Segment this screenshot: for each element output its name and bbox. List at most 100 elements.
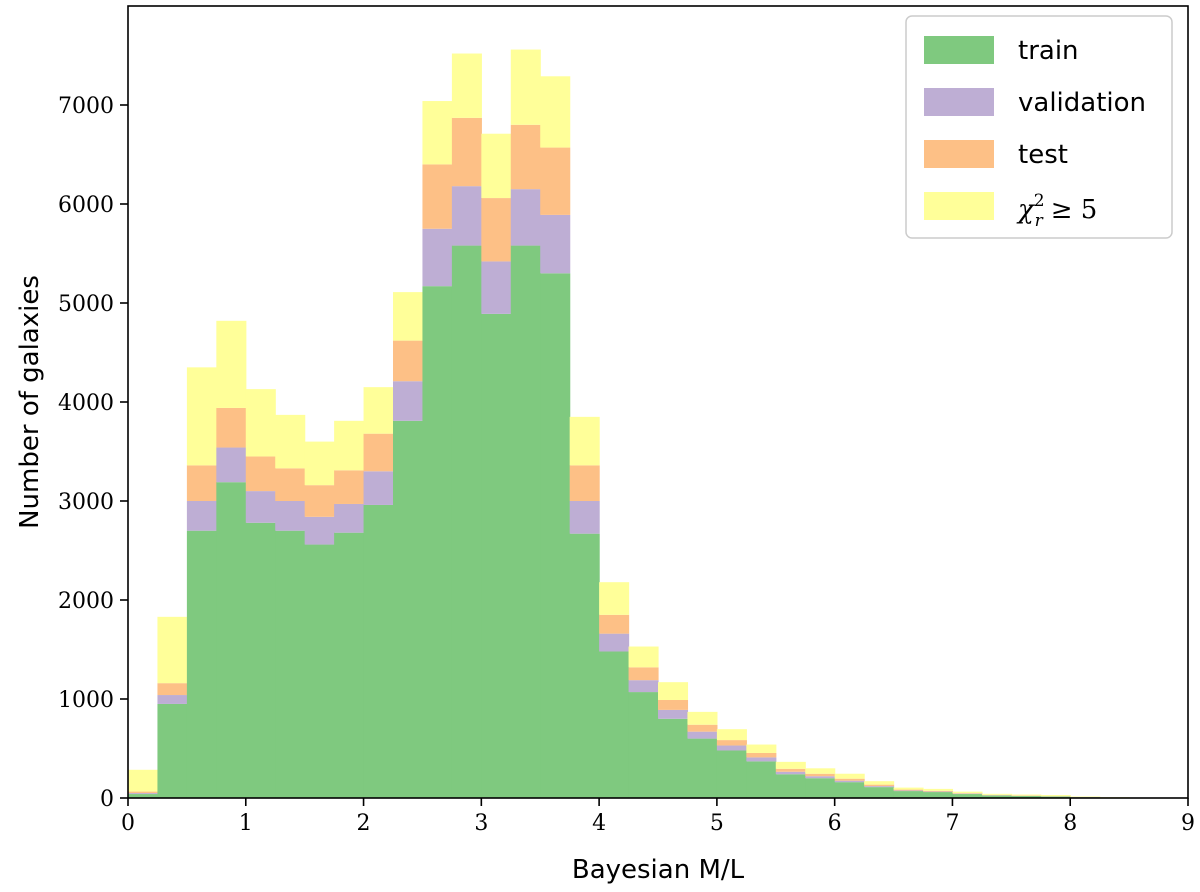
bar-chi2-bin-2: [186, 367, 217, 466]
y-tick-label: 2000: [58, 589, 114, 614]
x-tick-label: 1: [239, 811, 253, 836]
bar-test-bin-21: [746, 752, 777, 758]
bar-validation-bin-17: [628, 680, 659, 693]
bar-train-bin-11: [451, 245, 482, 798]
bar-chi2-bin-1: [157, 616, 188, 684]
bar-train-bin-20: [716, 750, 747, 798]
bar-chi2-bin-12: [481, 133, 512, 199]
bar-train-bin-24: [834, 782, 865, 798]
bar-train-bin-18: [658, 718, 689, 798]
legend-label: χ2 r ≥ 5: [1016, 191, 1097, 231]
x-tick-label: 2: [357, 811, 371, 836]
bar-validation-bin-14: [540, 214, 571, 274]
bar-test-bin-13: [510, 124, 541, 190]
bar-chi2-bin-5: [275, 414, 306, 469]
bar-train-bin-5: [275, 530, 306, 798]
x-tick-label: 5: [710, 811, 724, 836]
bar-train-bin-0: [128, 794, 159, 798]
legend-swatch: [924, 140, 994, 168]
bar-chi2-bin-22: [775, 761, 806, 769]
legend-swatch: [924, 36, 994, 64]
bar-test-bin-8: [363, 433, 394, 472]
bar-validation-bin-8: [363, 471, 394, 505]
x-tick-label: 9: [1181, 811, 1195, 836]
bar-validation-bin-10: [422, 228, 453, 287]
bar-chi2-bin-17: [628, 646, 659, 668]
bar-validation-bin-2: [186, 501, 217, 531]
bar-train-bin-10: [422, 286, 453, 798]
x-tick-label: 3: [474, 811, 488, 836]
bar-validation-bin-0: [128, 793, 159, 795]
legend-label: test: [1018, 140, 1068, 170]
x-tick-label: 4: [592, 811, 606, 836]
bar-validation-bin-20: [716, 745, 747, 751]
legend-label: validation: [1018, 88, 1146, 118]
bar-chi2-bin-29: [981, 793, 1012, 795]
bar-train-bin-30: [1011, 796, 1042, 798]
bar-train-bin-7: [334, 532, 365, 798]
bar-test-bin-26: [893, 789, 924, 791]
bar-chi2-bin-14: [540, 76, 571, 148]
y-axis-label: Number of galaxies: [15, 275, 45, 529]
bar-train-bin-13: [510, 245, 541, 798]
bar-train-bin-21: [746, 761, 777, 798]
bar-validation-bin-16: [599, 633, 630, 652]
histogram-bars: [128, 49, 1189, 798]
y-tick-label: 0: [100, 787, 114, 812]
bar-chi2-bin-23: [805, 768, 836, 774]
bar-chi2-bin-11: [451, 53, 482, 118]
x-axis-label: Bayesian M/L: [572, 855, 745, 885]
bar-validation-bin-1: [157, 695, 188, 704]
bar-train-bin-8: [363, 504, 394, 798]
bar-train-bin-28: [952, 794, 983, 798]
bar-validation-bin-25: [864, 786, 895, 788]
bar-chi2-bin-15: [569, 416, 600, 466]
bar-validation-bin-18: [658, 709, 689, 719]
bar-train-bin-12: [481, 313, 512, 798]
bar-train-bin-3: [216, 482, 247, 798]
bar-validation-bin-19: [687, 731, 718, 739]
bar-validation-bin-12: [481, 261, 512, 314]
bar-validation-bin-22: [775, 771, 806, 775]
x-tick-label: 6: [828, 811, 842, 836]
bar-chi2-bin-26: [893, 787, 924, 790]
bar-test-bin-27: [923, 790, 954, 792]
bar-test-bin-25: [864, 784, 895, 787]
bar-validation-bin-26: [893, 790, 924, 792]
bar-chi2-bin-7: [334, 420, 365, 471]
bar-train-bin-15: [569, 533, 600, 798]
bar-train-bin-26: [893, 791, 924, 798]
bar-train-bin-19: [687, 738, 718, 798]
bar-chi2-bin-31: [1040, 795, 1071, 797]
y-tick-label: 7000: [58, 94, 114, 119]
bar-test-bin-22: [775, 768, 806, 772]
y-tick-label: 6000: [58, 193, 114, 218]
bar-train-bin-6: [304, 544, 335, 798]
bar-test-bin-15: [569, 465, 600, 501]
bar-validation-bin-6: [304, 516, 335, 545]
bar-chi2-bin-21: [746, 744, 777, 753]
bar-test-bin-16: [599, 614, 630, 634]
legend-swatch: [924, 192, 994, 220]
bar-validation-bin-4: [245, 491, 276, 523]
bar-test-bin-4: [245, 456, 276, 492]
bar-chi2-bin-30: [1011, 794, 1042, 796]
bar-test-bin-10: [422, 164, 453, 229]
legend: train validation test χ2 r ≥ 5: [905, 15, 1173, 239]
bar-validation-bin-21: [746, 757, 777, 762]
bar-test-bin-18: [658, 699, 689, 710]
bar-chi2-bin-8: [363, 387, 394, 434]
bar-chi2-bin-27: [923, 788, 954, 791]
bar-chi2-bin-24: [834, 773, 865, 779]
bar-test-bin-14: [540, 147, 571, 215]
bar-train-bin-16: [599, 651, 630, 798]
bar-chi2-bin-9: [393, 292, 424, 341]
bar-train-bin-14: [540, 273, 571, 798]
bar-test-bin-11: [451, 117, 482, 187]
bar-chi2-bin-20: [716, 729, 747, 741]
bar-test-bin-9: [393, 340, 424, 382]
bar-train-bin-1: [157, 703, 188, 798]
bar-chi2-bin-3: [216, 320, 247, 408]
bar-test-bin-23: [805, 773, 836, 777]
